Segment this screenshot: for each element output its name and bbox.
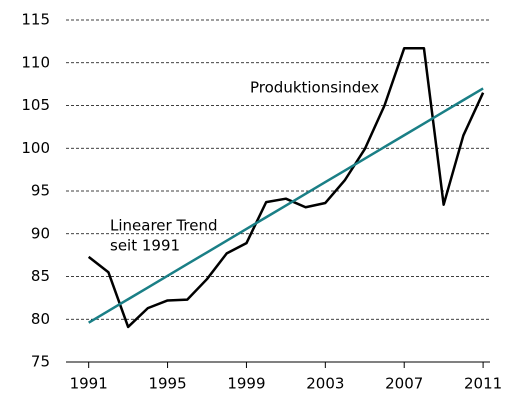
y-tick-label: 80 — [31, 310, 50, 328]
x-tick-label: 1995 — [148, 375, 186, 393]
x-tick-label: 2003 — [306, 375, 344, 393]
y-tick-label: 90 — [31, 224, 50, 242]
y-tick-label: 105 — [21, 96, 50, 114]
y-tick-label: 100 — [21, 139, 50, 157]
annotation: Produktionsindex — [250, 79, 379, 97]
series-line — [87, 46, 485, 329]
x-tick-label: 2011 — [464, 375, 502, 393]
x-tick-label: 1991 — [70, 375, 108, 393]
x-tick-label: 1999 — [227, 375, 265, 393]
y-tick-label: 85 — [31, 267, 50, 285]
y-tick-label: 115 — [21, 11, 50, 29]
annotation: seit 1991 — [110, 237, 180, 255]
annotation: Linearer Trend — [110, 217, 218, 235]
x-tick-label: 2007 — [385, 375, 423, 393]
y-tick-label: 110 — [21, 53, 50, 71]
y-tick-label: 75 — [31, 353, 50, 371]
series-line — [88, 87, 484, 324]
y-tick-label: 95 — [31, 182, 50, 200]
